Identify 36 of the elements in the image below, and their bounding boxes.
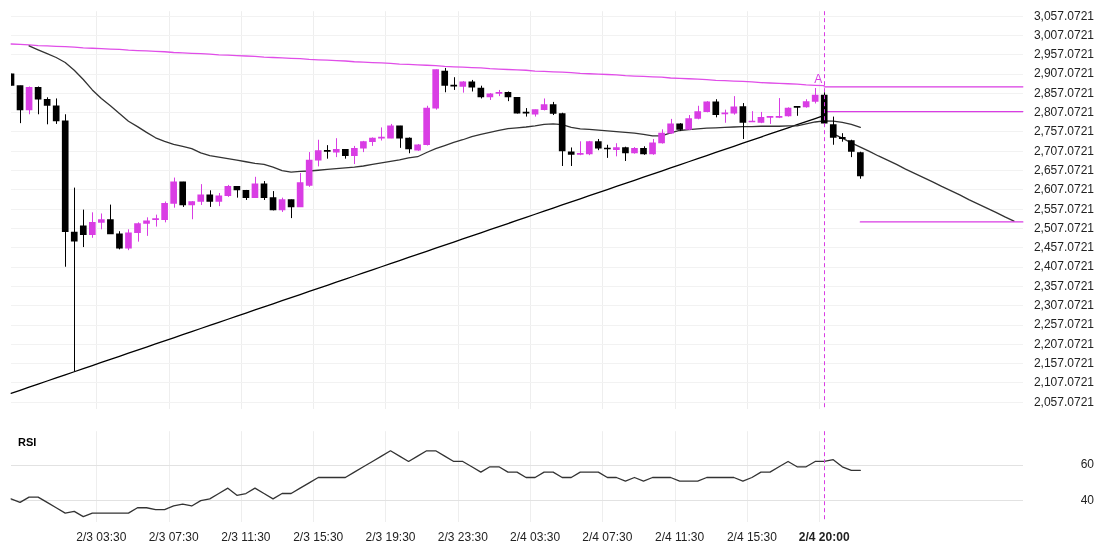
x-tick-label: 2/3 07:30: [148, 529, 199, 544]
y-tick-label: 2,607.0721: [1033, 182, 1095, 197]
x-tick-label: 2/3 15:30: [293, 529, 344, 544]
y-tick-label: 2,807.0721: [1033, 105, 1095, 120]
x-tick-label: 2/3 23:30: [437, 529, 489, 544]
y-tick-label: 2,207.0721: [1033, 336, 1095, 351]
y-tick-label: 40: [1080, 492, 1095, 507]
x-tick-label: 2/3 19:30: [365, 529, 416, 544]
y-tick-label: 2,157.0721: [1033, 355, 1095, 370]
y-tick-label: 2,557.0721: [1033, 201, 1095, 216]
x-tick-label: 2/3 11:30: [221, 529, 271, 544]
y-tick-label: 2,857.0721: [1033, 85, 1095, 100]
text: RSI: [18, 436, 37, 449]
y-tick-label: 2,907.0721: [1033, 66, 1095, 81]
y-tick-label: 2,957.0721: [1033, 47, 1095, 62]
y-tick-label: 60: [1080, 457, 1095, 472]
y-tick-label: 2,107.0721: [1033, 375, 1095, 390]
x-tick-label: 2/4 03:30: [510, 529, 561, 544]
y-tick-label: 3,057.0721: [1033, 8, 1095, 23]
y-tick-label: 2,257.0721: [1033, 317, 1095, 332]
y-tick-label: 2,657.0721: [1033, 162, 1095, 177]
y-tick-label: 2,507.0721: [1033, 220, 1095, 235]
y-tick-label: 2,057.0721: [1033, 394, 1095, 409]
x-tick-label: 2/3 03:30: [76, 529, 127, 544]
y-tick-label: 2,357.0721: [1033, 278, 1095, 293]
y-tick-label: 2,707.0721: [1033, 143, 1095, 158]
annotation: A: [814, 71, 823, 86]
y-tick-label: 3,007.0721: [1033, 27, 1095, 42]
x-tick-label: 2/4 15:30: [726, 529, 778, 544]
y-tick-label: 2,307.0721: [1033, 298, 1095, 313]
x-tick-label: 2/4 11:30: [655, 529, 705, 544]
y-tick-label: 2,757.0721: [1033, 124, 1095, 139]
x-tick-label: 2/4 20:00: [798, 529, 850, 544]
x-tick-label: 2/4 07:30: [582, 529, 633, 544]
y-tick-label: 2,457.0721: [1033, 240, 1095, 255]
y-tick-label: 2,407.0721: [1033, 259, 1095, 274]
